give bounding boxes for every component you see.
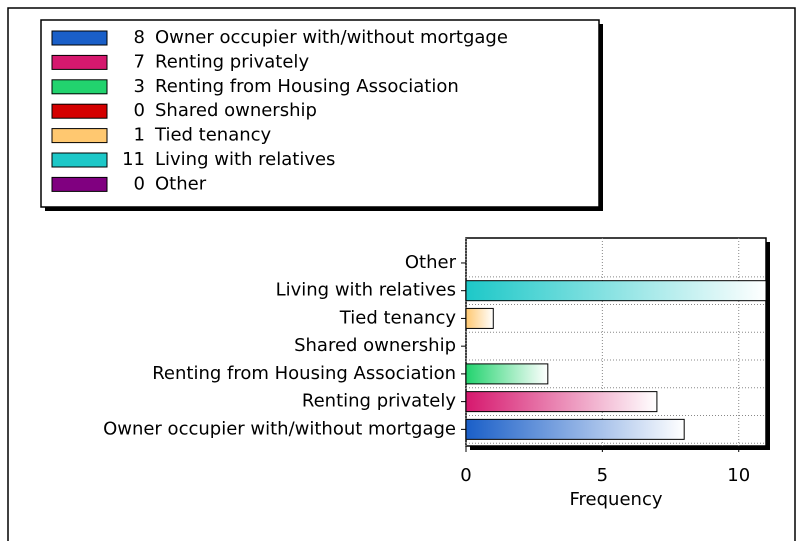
- legend-label: Tied tenancy: [154, 125, 272, 146]
- y-tick-label: Other: [405, 252, 457, 273]
- legend-swatch: [51, 30, 108, 46]
- legend-value: 3: [134, 76, 145, 97]
- plot-area: [465, 237, 767, 447]
- legend-value: 0: [134, 100, 145, 121]
- legend-label: Shared ownership: [155, 100, 317, 121]
- y-tick-label: Owner occupier with/without mortgage: [103, 418, 456, 439]
- bar: [465, 280, 767, 302]
- legend-label: Renting privately: [155, 51, 309, 72]
- legend-swatch: [51, 128, 108, 144]
- legend-swatch: [51, 152, 108, 168]
- y-tick-label: Living with relatives: [276, 280, 456, 301]
- legend-value: 8: [134, 27, 145, 48]
- x-axis-label: Frequency: [570, 489, 663, 510]
- legend-value: 0: [134, 173, 145, 194]
- legend-label: Owner occupier with/without mortgage: [155, 27, 508, 48]
- legend-swatch: [51, 176, 108, 192]
- bar: [465, 418, 685, 440]
- x-tick-label: 0: [460, 465, 471, 486]
- legend-label: Living with relatives: [155, 149, 335, 170]
- legend-box: [40, 19, 600, 208]
- bar: [465, 363, 549, 385]
- legend-swatch: [51, 103, 108, 119]
- x-tick-label: 10: [727, 465, 750, 486]
- bar: [465, 391, 658, 413]
- x-tick-label: 5: [597, 465, 608, 486]
- legend-swatch: [51, 79, 108, 95]
- bar: [465, 307, 494, 329]
- y-tick-label: Tied tenancy: [339, 307, 457, 328]
- legend-value: 7: [134, 51, 145, 72]
- legend-label: Renting from Housing Association: [155, 76, 459, 97]
- legend-value: 1: [134, 125, 145, 146]
- y-tick-label: Renting from Housing Association: [152, 363, 456, 384]
- y-tick-label: Shared ownership: [294, 335, 456, 356]
- legend-value: 11: [122, 149, 145, 170]
- legend-label: Other: [155, 173, 207, 194]
- legend-swatch: [51, 54, 108, 70]
- y-tick-label: Renting privately: [302, 391, 456, 412]
